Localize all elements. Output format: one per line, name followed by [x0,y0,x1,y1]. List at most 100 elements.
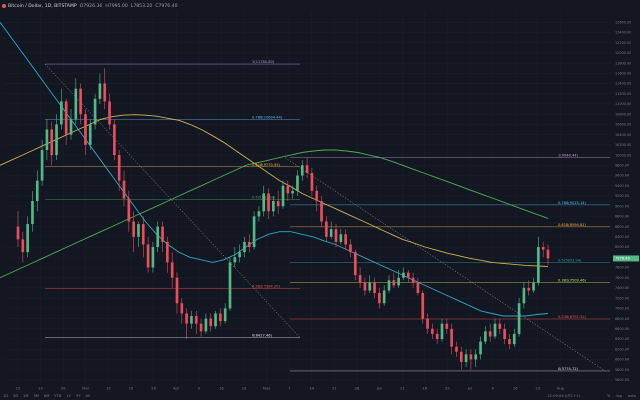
candle-body [455,346,458,352]
candle-body [161,226,164,242]
fib-level-label: 0.786(10694.44) [252,116,283,120]
auto-toggle[interactable]: auto [627,393,636,398]
price-tick-label: 11000.00 [615,102,631,106]
candle-body [84,114,87,145]
price-tick-label: 6600.00 [615,327,629,331]
candle-body [416,282,420,294]
candle-body [137,224,140,237]
price-tick-label: 10200.00 [615,143,631,147]
candle-body [103,83,107,102]
candle-body [267,193,270,212]
fib-level-label: 0.382(7509.46) [558,278,587,282]
price-tick-label: 12200.00 [615,41,631,45]
candle-body [247,241,251,248]
range-5y[interactable]: 5Y [75,393,81,398]
log-toggle[interactable]: log [616,393,622,398]
time-tick-label: 12 [16,387,21,391]
candle-body [214,313,217,327]
trend-lines [44,63,606,372]
fib-level-label: 0(5774.72) [558,367,579,371]
time-tick-label: 23 [536,387,541,391]
candle-body [132,221,135,237]
candle-body [325,221,328,237]
candle-body [541,247,545,250]
moving-average-cyan [0,21,549,317]
close-value: C7976.40 [155,4,178,9]
candle-body [378,293,381,304]
time-tick-label: 19 [38,387,43,391]
candle-body [392,280,396,286]
price-tick-label: 11600.00 [615,72,631,76]
price-tick-label: 7400.00 [615,286,629,290]
range-6m[interactable]: 6M [43,393,50,398]
candle-body [522,287,526,304]
range-5d[interactable]: 5D [13,393,19,398]
candle-body [50,129,54,156]
price-tick-label: 11200.00 [615,92,631,96]
price-axis-bg [612,0,640,392]
candle-body [329,229,333,237]
time-tick-label: 26 [61,387,66,391]
price-tick-label: 11400.00 [615,82,631,86]
candle-body [344,234,347,245]
time-tick-label: 26 [151,387,156,391]
price-tick-label: 9600.00 [615,174,629,178]
candle-body [508,339,511,345]
range-1y[interactable]: 1Y [66,393,71,398]
candle-body [88,124,92,145]
fib-level-label: 1(11780.80) [252,60,275,64]
candle-body [74,88,78,120]
candle-body [281,185,285,207]
candle-body [26,224,29,253]
range-1d[interactable]: 1D [3,393,9,398]
time-tick-label: Aug [557,387,564,391]
price-tick-label: 8600.00 [615,225,629,229]
time-tick-label: 16 [513,387,518,391]
candle-body [402,272,405,278]
fib-level-label: 0.618(9770.55) [252,163,281,167]
time-tick-label: 28 [355,387,360,391]
fib-level-label: 1(9948.44) [558,154,579,158]
candle-body [190,316,193,324]
candle-body [204,318,208,332]
range-3m[interactable]: 3M [33,393,39,398]
candle-body [108,101,111,125]
price-tick-label: 10600.00 [615,123,631,127]
candle-body [440,323,444,340]
price-tick-label: 7800.00 [615,266,629,270]
candle-body [122,180,126,199]
time-tick-label: 23 [242,387,247,391]
percent-toggle[interactable]: % [607,393,611,398]
symbol-title: Bitcoin / Dollar, 1D, BITSTAMP [8,4,77,9]
candle-body [219,313,222,322]
candle-body [310,172,314,191]
candle-body [334,229,338,242]
time-tick-label: Jul [467,387,472,391]
candle-body [339,234,343,242]
range-1m[interactable]: 1M [23,393,29,398]
candle-body [170,262,174,278]
low-value: L7853.20 [130,4,153,9]
status-dot [2,3,6,8]
candle-body [98,83,102,99]
fib-levels: 1(11780.80) 0.786(10694.44) 1(9948.44) 0.61… [45,60,610,372]
open-value: O7926.36 [79,4,103,9]
candle-body [151,247,155,268]
price-tick-label: 5800.00 [615,368,629,372]
range-ytd[interactable]: YTD [54,393,62,398]
price-tick-label: 12400.00 [615,31,631,35]
price-tick-label: 10400.00 [615,133,631,137]
candle-body [537,247,540,283]
candle-body [320,201,323,222]
price-tick-label: 8400.00 [615,235,629,239]
candle-body [368,282,372,291]
time-tick-label: 21 [332,387,337,391]
candle-body [421,293,425,319]
price-axis: 12600.00 12400.00 12200.00 12000.00 11800.00… [612,0,640,392]
candle-body [464,354,468,363]
time-tick-label: 18 [423,387,428,391]
symbol-header: Bitcoin / Dollar, 1D, BITSTAMP O7926.36 H7… [2,1,178,13]
candle-body [40,149,44,181]
range-all[interactable]: All [85,393,90,398]
